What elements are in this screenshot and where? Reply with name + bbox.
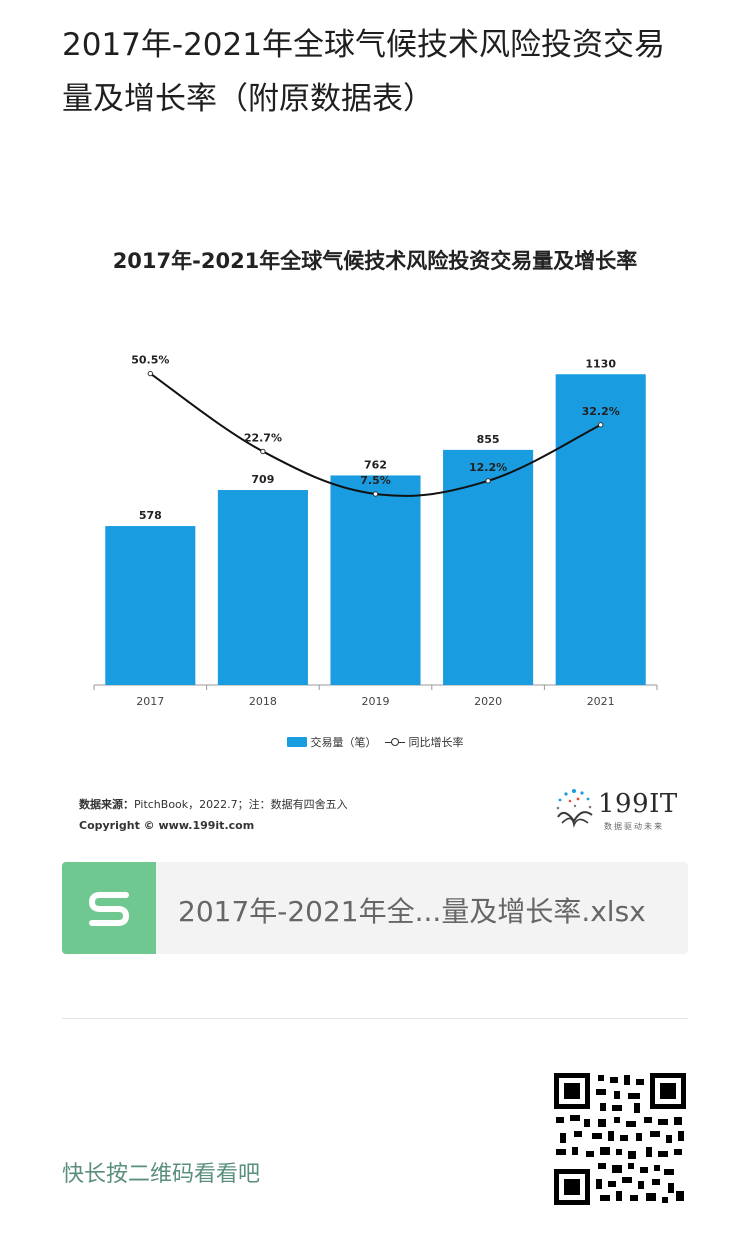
bar-2021 xyxy=(555,374,646,685)
x-tick-label: 2019 xyxy=(362,695,390,708)
source-text: PitchBook，2022.7；注：数据有四舍五入 xyxy=(134,798,348,811)
growth-rate-point xyxy=(147,370,154,377)
legend-item-growth: 同比增长率 xyxy=(384,734,464,750)
bar-2019 xyxy=(330,475,421,685)
growth-rate-label: 50.5% xyxy=(131,354,169,367)
x-tick-label: 2018 xyxy=(249,695,277,708)
x-tick-label: 2017 xyxy=(136,695,164,708)
growth-rate-point xyxy=(260,448,266,455)
bar-2017 xyxy=(105,526,196,685)
bar-value-label: 762 xyxy=(364,458,387,471)
source-note: 数据来源：PitchBook，2022.7；注：数据有四舍五入 Copyrigh… xyxy=(79,794,348,836)
growth-rate-label: 7.5% xyxy=(360,474,391,487)
bar-value-label: 709 xyxy=(251,473,274,486)
legend-bar-swatch xyxy=(286,737,307,747)
logo-dots-icon xyxy=(556,789,593,828)
growth-rate-point xyxy=(598,422,604,428)
x-tick-label: 2020 xyxy=(474,695,502,708)
growth-rate-label: 22.7% xyxy=(244,431,282,444)
chart-card: 2017年-2021年全球气候技术风险投资交易量及增长率 578 2017 709 2… xyxy=(62,215,688,845)
legend-item-volume: 交易量（笔） xyxy=(286,734,377,750)
source-label: 数据来源： xyxy=(79,798,134,811)
page-title: 2017年-2021年全球气候技术风险投资交易量及增长率（附原数据表） xyxy=(62,27,665,117)
qr-hint-text: 快长按二维码看看吧 xyxy=(62,1162,261,1187)
legend-line-marker xyxy=(384,737,405,747)
bar-2018 xyxy=(217,490,308,685)
spreadsheet-s-icon xyxy=(62,862,156,954)
growth-rate-label: 32.2% xyxy=(582,405,620,418)
growth-rate-point xyxy=(485,478,491,484)
attachment-file-name: 2017年-2021年全...量及增长率.xlsx xyxy=(178,895,646,928)
x-tick-label: 2021 xyxy=(587,695,615,708)
chart-plot: 578 2017 709 2018 762 2019 855 2020 1130 2021 50.5… xyxy=(93,354,658,708)
divider xyxy=(62,1018,688,1019)
logo-text: 199IT xyxy=(598,789,678,819)
logo-slogan: 数据驱动未来 xyxy=(604,822,664,831)
bar-2020 xyxy=(443,449,534,685)
qr-code-icon[interactable] xyxy=(554,1073,686,1205)
growth-rate-point xyxy=(372,491,379,497)
bar-value-label: 1130 xyxy=(585,357,616,370)
legend-label-growth: 同比增长率 xyxy=(408,736,464,749)
chart-legend: 交易量（笔） 同比增长率 xyxy=(62,734,688,750)
brand-logo: 199IT 数据驱动未来 xyxy=(552,785,682,835)
attachment-card[interactable]: 2017年-2021年全...量及增长率.xlsx xyxy=(62,862,688,954)
growth-rate-label: 12.2% xyxy=(469,461,507,474)
bar-value-label: 578 xyxy=(139,509,162,522)
bar-value-label: 855 xyxy=(477,433,500,446)
legend-label-volume: 交易量（笔） xyxy=(310,736,377,749)
chart-title: 2017年-2021年全球气候技术风险投资交易量及增长率 xyxy=(112,249,638,273)
copyright-text: Copyright © www.199it.com xyxy=(79,819,255,832)
